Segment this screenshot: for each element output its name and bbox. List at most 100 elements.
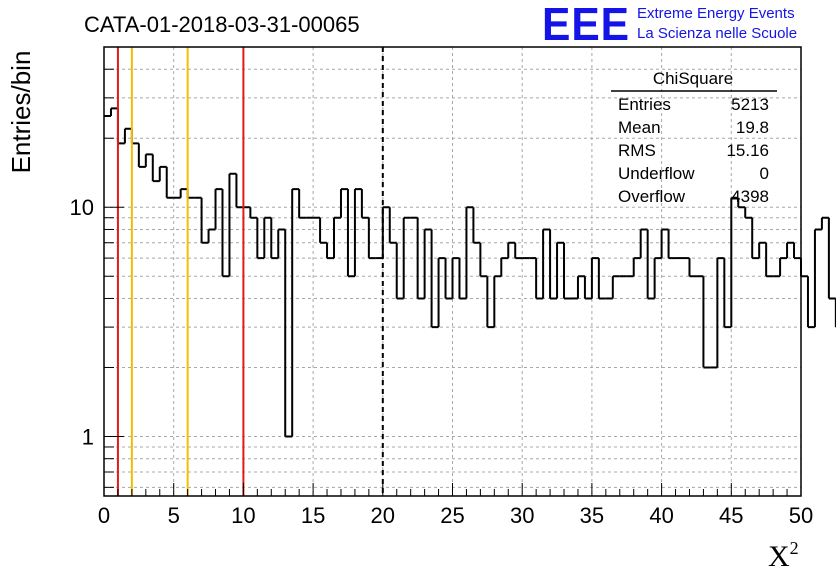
histogram-bin <box>353 188 362 277</box>
y-axis-label: Entries/bin <box>6 51 36 174</box>
histogram-bin <box>165 166 174 199</box>
histogram-bin <box>542 228 551 299</box>
histogram-bin <box>632 257 641 277</box>
x-tick-label: 50 <box>789 503 813 528</box>
x-tick-label: 5 <box>168 503 180 528</box>
grid-lines <box>104 47 801 496</box>
histogram-bin <box>556 241 565 299</box>
x-axis-label-main: X <box>768 540 790 572</box>
histogram-bin <box>249 207 258 219</box>
histogram-bin <box>256 217 265 260</box>
logo-mark: EEE <box>542 0 630 50</box>
histogram-bin <box>590 257 599 299</box>
stats-label: Mean <box>618 118 661 137</box>
histogram-bin <box>130 128 139 145</box>
histogram-bin <box>458 258 467 300</box>
histogram-bin <box>800 258 808 278</box>
histogram-bin <box>416 217 425 300</box>
histogram-bin <box>611 275 620 299</box>
histogram-bins <box>104 107 836 438</box>
histogram-bin <box>716 257 725 368</box>
x-tick-label: 35 <box>580 503 604 528</box>
histogram-bin <box>388 207 397 244</box>
histogram-bin <box>500 257 509 277</box>
histogram-bin <box>723 258 732 329</box>
x-tick-label: 20 <box>371 503 395 528</box>
x-tick-label: 10 <box>231 503 255 528</box>
histogram-bin <box>827 217 836 300</box>
x-tick-label: 45 <box>719 503 743 528</box>
histogram-bin <box>270 217 279 260</box>
histogram-bin <box>367 217 376 260</box>
histogram-bin <box>402 216 411 299</box>
stats-label: RMS <box>618 141 656 160</box>
histogram-bin <box>549 229 558 300</box>
histogram-bin <box>653 257 662 299</box>
histogram-bin <box>360 189 369 219</box>
histogram-bin <box>235 173 244 209</box>
x-tick-label: 40 <box>649 503 673 528</box>
histogram-bin <box>214 188 223 230</box>
histogram-bin <box>514 242 523 260</box>
histogram-bin <box>109 107 118 117</box>
x-tick-label: 15 <box>301 503 325 528</box>
histogram-bin <box>451 257 460 299</box>
threshold-lines <box>116 47 384 496</box>
x-tick-label: 30 <box>510 503 534 528</box>
histogram-bin <box>137 143 146 168</box>
stats-title: ChiSquare <box>653 69 733 88</box>
stats-value: 5213 <box>731 95 769 114</box>
histogram-bin <box>179 188 188 198</box>
histogram-bin <box>291 188 300 437</box>
x-axis-label-superscript: 2 <box>790 538 799 558</box>
axis-ticks: 0 5 10 15 20 25 30 35 40 45 50 1 10 <box>70 68 813 528</box>
histogram-bin <box>472 207 481 244</box>
histogram-bin <box>284 229 293 438</box>
stats-label: Underflow <box>618 164 695 183</box>
histogram-bin <box>444 258 453 300</box>
histogram-bin <box>646 229 655 300</box>
histogram-bin <box>479 242 488 278</box>
histogram-bin <box>702 276 711 369</box>
y-tick-label: 1 <box>82 424 94 449</box>
histogram-bin <box>820 216 829 230</box>
histogram-bin <box>563 242 571 300</box>
x-tick-label: 0 <box>98 503 110 528</box>
histogram-bin <box>576 275 585 299</box>
histogram-bin <box>381 206 390 259</box>
logo-line-2: La Scienza nelle Scuole <box>637 25 797 42</box>
y-tick-label: 10 <box>70 195 94 220</box>
histogram-bin <box>326 242 335 260</box>
histogram-bin <box>228 172 237 277</box>
histogram-bin <box>277 228 286 259</box>
histogram-bin <box>123 127 132 144</box>
histogram-bin <box>319 217 328 244</box>
stats-value: 15.16 <box>726 141 769 160</box>
stats-value: 4398 <box>731 187 769 206</box>
plot-title: CATA-01-2018-03-31-00065 <box>84 12 360 37</box>
histogram-bin <box>779 257 788 277</box>
histogram-bin <box>333 216 341 259</box>
histogram-bin <box>806 276 815 329</box>
histogram-bin <box>200 197 209 244</box>
histogram-bin <box>346 189 355 278</box>
histogram-bin <box>465 206 474 299</box>
stats-value: 19.8 <box>736 118 769 137</box>
x-tick-label: 25 <box>440 503 464 528</box>
histogram-bin <box>221 189 230 278</box>
histogram-bin <box>339 188 348 218</box>
histogram-bin <box>813 228 822 328</box>
histogram-bin <box>737 197 746 209</box>
histogram-bin <box>395 242 404 300</box>
histogram-bin <box>493 275 502 328</box>
histogram-bin <box>786 241 795 259</box>
stats-label: Overflow <box>618 187 686 206</box>
stats-box: ChiSquare Entries 5213 Mean 19.8 RMS 15.16 Unde… <box>611 69 777 206</box>
histogram-bin <box>639 228 648 259</box>
histogram-bin <box>751 217 760 260</box>
histogram-bin <box>535 258 544 300</box>
eee-logo: EEE Extreme Energy Events La Scienza nel… <box>542 0 797 50</box>
histogram-bin <box>667 229 676 260</box>
histogram-bin <box>207 228 216 243</box>
